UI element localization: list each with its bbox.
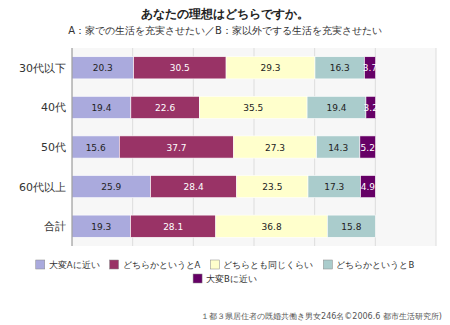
bar xyxy=(151,176,237,198)
background xyxy=(0,0,450,325)
data-label: 28.4 xyxy=(184,182,204,192)
data-label: 3.7 xyxy=(363,63,377,73)
bar xyxy=(72,57,134,79)
data-label: 16.3 xyxy=(330,63,350,73)
category-label: 30代以下 xyxy=(19,62,66,75)
category-label: 40代 xyxy=(41,101,66,114)
data-label: 25.9 xyxy=(101,182,121,192)
legend-item: どちらかというとB xyxy=(323,260,414,270)
data-label: 5.2 xyxy=(361,143,375,153)
data-label: 3.2 xyxy=(364,103,378,113)
data-label: 17.3 xyxy=(324,182,344,192)
data-label: 30.5 xyxy=(170,63,190,73)
bar xyxy=(234,136,317,158)
bars xyxy=(72,57,376,238)
category-label: 50代 xyxy=(41,141,66,154)
legend-label: 大変Bに近い xyxy=(206,274,257,284)
data-label: 19.3 xyxy=(91,222,111,232)
bar xyxy=(119,136,233,158)
data-label: 19.4 xyxy=(91,103,111,113)
data-label: 29.3 xyxy=(261,63,281,73)
bar xyxy=(315,57,364,79)
bar xyxy=(131,215,216,237)
legend: 大変Aに近い どちらかというとA どちらとも同じくらい どちらかというとB 大変Bに近い xyxy=(36,260,415,284)
axis-line xyxy=(72,48,73,246)
legend-item: どちらとも同じくらい xyxy=(210,260,313,270)
legend-label: どちらかというとB xyxy=(336,260,414,270)
legend-swatch xyxy=(323,260,332,269)
bar xyxy=(216,215,328,237)
data-label: 19.4 xyxy=(326,103,346,113)
bar xyxy=(327,215,375,237)
bar xyxy=(72,215,131,237)
grid-line xyxy=(436,48,437,246)
bar xyxy=(226,57,315,79)
bar xyxy=(307,96,366,118)
data-label: 23.5 xyxy=(262,182,282,192)
legend-item: どちらかというとA xyxy=(110,260,201,270)
bar xyxy=(72,136,119,158)
data-label: 36.8 xyxy=(262,222,282,232)
legend-item: 大変Bに近い xyxy=(193,274,257,284)
bar xyxy=(131,96,200,118)
bar xyxy=(199,96,307,118)
legend-swatch xyxy=(36,260,45,269)
subtitle: A：家での生活を充実させたい／B：家以外でする生活を充実させたい xyxy=(68,25,382,36)
data-label: 28.1 xyxy=(163,222,183,232)
bar xyxy=(72,96,131,118)
data-label: 14.3 xyxy=(328,143,348,153)
legend-swatch xyxy=(110,260,119,269)
chart: あなたの理想はどちらですか。 A：家での生活を充実させたい／B：家以外でする生活を… xyxy=(0,0,450,325)
data-label: 37.7 xyxy=(166,143,186,153)
data-label: 4.9 xyxy=(361,182,376,192)
data-label: 35.5 xyxy=(243,103,263,113)
legend-label: 大変Aに近い xyxy=(49,260,100,270)
legend-swatch xyxy=(193,274,202,283)
data-label: 15.6 xyxy=(86,143,106,153)
category-label: 合計 xyxy=(44,220,66,233)
data-labels: 20.3 30.5 29.3 16.3 3.7 19.4 22.6 35.5 19.4 3.2 15… xyxy=(86,63,378,231)
legend-swatch xyxy=(210,260,219,269)
data-label: 27.3 xyxy=(265,143,285,153)
plot-area xyxy=(72,48,436,246)
bar xyxy=(308,176,360,198)
bar xyxy=(237,176,308,198)
legend-label: どちらかというとA xyxy=(123,260,201,270)
footnote: １都３県居住者の既婚共働き男女246名©2006.6 都市生活研究所) xyxy=(201,312,442,321)
bar xyxy=(360,176,375,198)
bar xyxy=(360,136,376,158)
data-label: 15.8 xyxy=(341,222,361,232)
bar xyxy=(316,136,359,158)
data-label: 22.6 xyxy=(155,103,175,113)
legend-item: 大変Aに近い xyxy=(36,260,100,270)
category-label: 60代以上 xyxy=(19,181,66,194)
bar xyxy=(134,57,227,79)
legend-label: どちらとも同じくらい xyxy=(223,260,313,270)
title: あなたの理想はどちらですか。 xyxy=(141,7,309,21)
data-label: 20.3 xyxy=(93,63,113,73)
bar xyxy=(72,176,151,198)
